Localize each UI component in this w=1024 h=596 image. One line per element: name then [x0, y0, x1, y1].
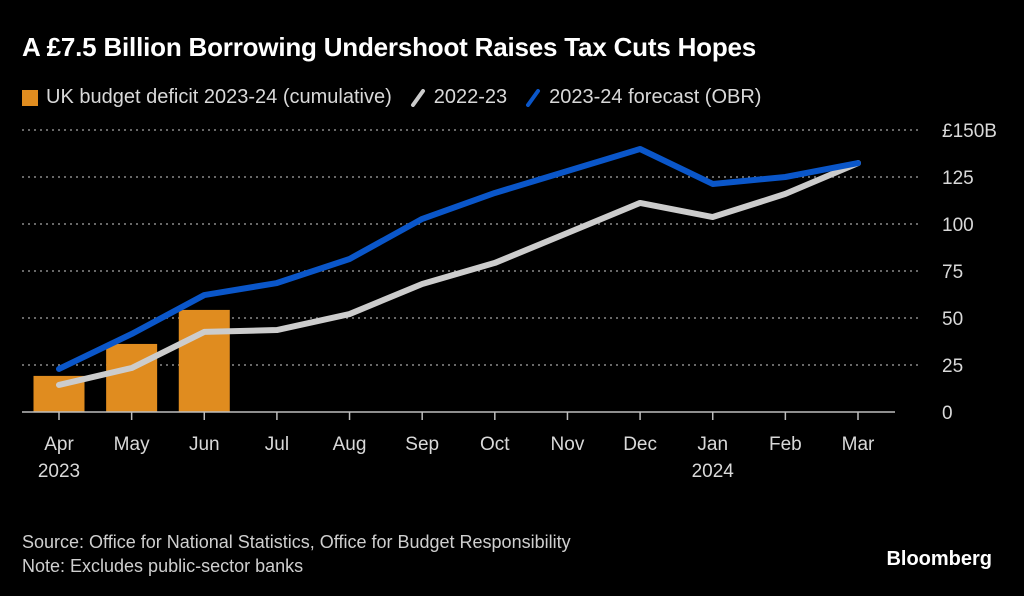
- x-tick-label: May: [114, 434, 150, 455]
- source-text: Source: Office for National Statistics, …: [22, 532, 571, 552]
- x-tick-sublabel: 2023: [38, 461, 80, 482]
- x-axis: Apr 2023 May Jun Jul Aug Sep Oct Nov Dec Jan 2024 Fe…: [22, 411, 895, 482]
- y-tick-label: £150B: [942, 121, 997, 142]
- legend-bar-swatch-icon: [22, 89, 38, 106]
- note-text: Note: Excludes public-sector banks: [22, 556, 304, 576]
- legend: UK budget deficit 2023-24 (cumulative) 2…: [22, 86, 779, 109]
- gridlines: [22, 129, 920, 366]
- x-tick-label: Mar: [842, 434, 875, 455]
- legend-item-2022-23: 2022-23: [410, 86, 507, 109]
- x-tick-label: Nov: [551, 434, 585, 455]
- legend-item-deficit: UK budget deficit 2023-24 (cumulative): [22, 86, 392, 109]
- chart-plot: Apr 2023 May Jun Jul Aug Sep Oct Nov Dec Jan 2024 Fe…: [22, 121, 997, 482]
- x-tick-label: Jan: [697, 434, 728, 455]
- x-tick-label: Jun: [189, 434, 220, 455]
- x-tick-label: Sep: [405, 434, 439, 455]
- bars: [33, 309, 230, 412]
- footer-notes: Source: Office for National Statistics, …: [22, 530, 571, 578]
- x-tick-label: Oct: [480, 434, 510, 455]
- x-tick-label: Apr: [44, 434, 74, 455]
- y-tick-label: 125: [942, 168, 974, 189]
- bar-jun: [178, 309, 230, 412]
- line-series-2022-23: [56, 160, 861, 388]
- chart-title: A £7.5 Billion Borrowing Undershoot Rais…: [22, 32, 757, 62]
- lines: [56, 145, 861, 388]
- y-tick-label: 50: [942, 309, 963, 330]
- legend-line-swatch-icon: [410, 88, 425, 107]
- x-tick-sublabel: 2024: [692, 461, 735, 482]
- x-tick-label: Jul: [265, 434, 289, 455]
- legend-item-forecast: 2023-24 forecast (OBR): [525, 86, 761, 109]
- y-tick-label: 75: [942, 262, 963, 283]
- y-tick-label: 100: [942, 215, 974, 236]
- x-tick-label: Aug: [333, 434, 367, 455]
- bar-may: [106, 343, 158, 412]
- legend-label: 2022-23: [433, 86, 508, 108]
- x-tick-label: Dec: [623, 434, 657, 455]
- y-tick-label: 25: [942, 356, 963, 377]
- legend-label: 2023-24 forecast (OBR): [549, 86, 762, 108]
- bloomberg-logo: Bloomberg: [886, 548, 992, 570]
- legend-label: UK budget deficit 2023-24 (cumulative): [46, 86, 392, 108]
- y-axis: 0 25 50 75 100 125 £150B: [942, 121, 997, 424]
- x-tick-label: Feb: [769, 434, 802, 455]
- legend-line-swatch-icon: [526, 88, 541, 107]
- line-series-2023-24-forecast-obr-: [56, 145, 861, 372]
- y-tick-label: 0: [942, 403, 953, 424]
